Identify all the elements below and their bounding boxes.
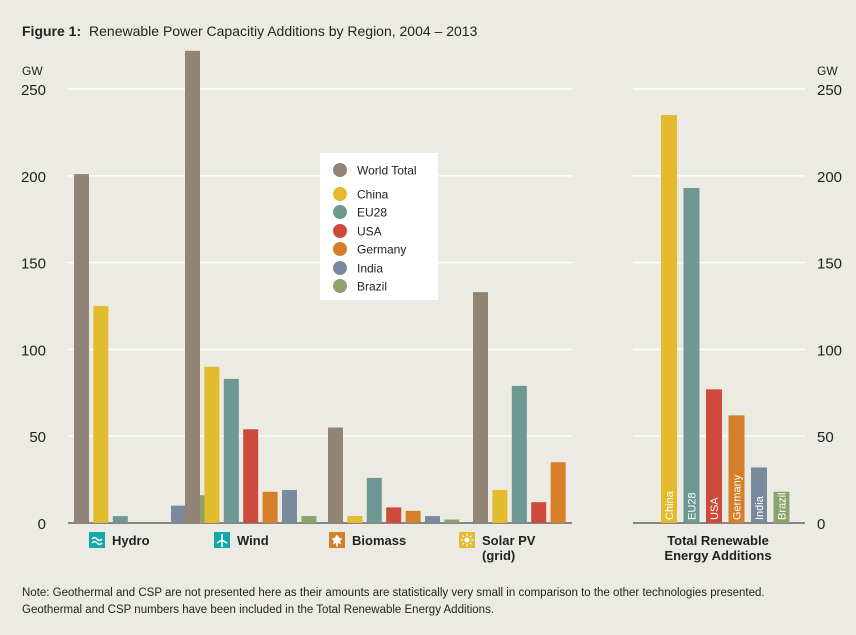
total-bar-label: India <box>754 495 766 520</box>
bar <box>405 510 421 523</box>
category-label: Wind <box>237 533 269 548</box>
hydro-icon <box>89 532 105 548</box>
bar <box>511 385 527 523</box>
category-label: Hydro <box>112 533 150 548</box>
y-tick-label-left: 0 <box>38 516 46 533</box>
y-tick-label-right: 200 <box>817 169 842 186</box>
wind-icon <box>214 532 230 548</box>
legend-swatch <box>333 261 347 275</box>
bar <box>223 378 239 523</box>
chart-title: Renewable Power Capacitiy Additions by R… <box>89 23 478 39</box>
bar <box>243 429 259 523</box>
legend-entry: Brazil <box>357 280 387 294</box>
bar <box>531 502 547 523</box>
y-tick-label-right: 250 <box>817 82 842 99</box>
y-tick-label-left: 200 <box>21 169 46 186</box>
bar <box>93 306 109 523</box>
total-bar <box>706 389 722 523</box>
y-tick-label-right: 150 <box>817 256 842 273</box>
legend-entry: World Total <box>357 164 417 178</box>
total-bar-label: Brazil <box>777 492 789 520</box>
bar <box>282 490 297 523</box>
legend-swatch <box>333 187 347 201</box>
bar <box>473 292 488 523</box>
legend-entry: China <box>357 188 389 202</box>
category-sublabel: (grid) <box>482 548 515 563</box>
legend-swatch <box>333 205 347 219</box>
bar <box>386 507 402 523</box>
bar <box>425 516 440 523</box>
bar <box>204 366 220 523</box>
footnote-line-2: Geothermal and CSP numbers have been inc… <box>22 604 495 616</box>
total-bar <box>751 467 767 523</box>
legend-entry: Germany <box>357 243 406 257</box>
footnote-line-1: Note: Geothermal and CSP are not present… <box>22 587 765 599</box>
bar <box>262 491 278 523</box>
legend-entry: USA <box>357 225 382 239</box>
legend-swatch <box>333 279 347 293</box>
y-tick-label-left: 50 <box>29 429 46 446</box>
bar <box>74 174 89 523</box>
figure-label: Figure 1: <box>22 23 81 39</box>
biomass-icon <box>329 532 345 548</box>
footnote: Note: Geothermal and CSP are not present… <box>22 585 842 619</box>
y-tick-label-left: 250 <box>21 82 46 99</box>
bar <box>185 50 200 524</box>
y-unit-left: GW <box>22 64 43 78</box>
bar <box>328 427 343 523</box>
y-tick-label-left: 100 <box>21 342 46 359</box>
total-bar-label: USA <box>709 497 721 520</box>
total-bar-label: EU28 <box>687 492 699 520</box>
bar <box>492 490 508 523</box>
y-tick-label-right: 0 <box>817 516 825 533</box>
bar <box>550 462 566 523</box>
svg-text:Figure 1: Renewable Power: Figure 1: Renewable Power Capacitiy Addi… <box>22 23 478 39</box>
category-label: Solar PV <box>482 533 536 548</box>
total-bar <box>728 415 745 523</box>
y-tick-label-right: 50 <box>817 429 834 446</box>
total-bar-label: China <box>664 490 676 520</box>
bar <box>444 519 460 523</box>
bar <box>301 516 317 523</box>
total-bar-label: Germany <box>732 474 744 520</box>
legend-swatch <box>333 224 347 238</box>
legend-entry: India <box>357 262 383 276</box>
bar <box>366 477 382 523</box>
legend-swatch <box>333 242 347 256</box>
total-bar <box>661 115 677 523</box>
y-unit-right: GW <box>817 64 838 78</box>
total-xlabel-line2: Energy Additions <box>664 548 771 563</box>
solar-icon <box>459 532 475 548</box>
total-xlabel-line1: Total Renewable <box>667 533 769 548</box>
category-label: Biomass <box>352 533 406 548</box>
total-bar <box>683 187 700 523</box>
y-tick-label-left: 150 <box>21 256 46 273</box>
legend-swatch <box>333 163 347 177</box>
legend-entry: EU28 <box>357 206 387 220</box>
bar <box>347 516 363 523</box>
bar <box>112 516 128 523</box>
y-tick-label-right: 100 <box>817 342 842 359</box>
bar <box>171 505 186 523</box>
total-bar <box>773 491 790 523</box>
